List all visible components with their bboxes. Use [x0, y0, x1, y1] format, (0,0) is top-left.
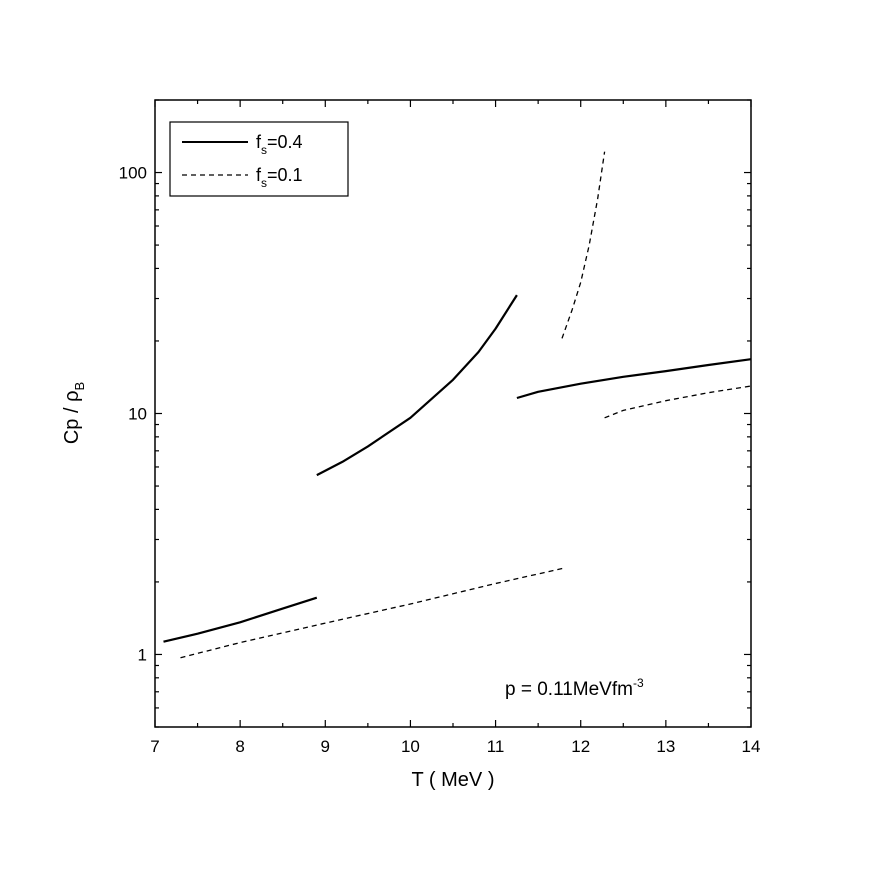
x-tick-label: 14	[742, 737, 761, 756]
axis-ticks	[154, 99, 752, 728]
series-lines	[163, 151, 752, 659]
x-tick-label: 12	[571, 737, 590, 756]
y-tick-label: 100	[119, 164, 147, 183]
pressure-annotation: p = 0.11MeVfm-3	[505, 676, 644, 700]
legend-label-fs04: fs=0.4	[256, 132, 303, 157]
x-tick-label: 7	[150, 737, 159, 756]
pressure-annotation-main: p = 0.11MeVfm	[505, 679, 633, 700]
legend-label-fs01-main: f	[256, 165, 262, 185]
legend-label-fs01-sub: s	[261, 176, 267, 190]
legend: fs=0.4 fs=0.1	[169, 121, 349, 197]
series-1-segment-1	[163, 596, 318, 643]
y-axis-label: Cp / ρB	[61, 382, 87, 444]
series-1-segment-2	[316, 294, 518, 477]
x-tick-label: 11	[487, 737, 505, 756]
legend-box	[169, 121, 349, 197]
series-2-segment-3	[604, 385, 752, 419]
x-tick-label: 10	[401, 737, 420, 756]
x-tick-label: 13	[656, 737, 675, 756]
legend-label-fs04-sub: s	[261, 143, 267, 157]
y-tick-label: 1	[138, 645, 147, 664]
y-axis-label-sub: B	[72, 382, 87, 391]
x-tick-label: 9	[321, 737, 330, 756]
y-axis-label-main: Cp / ρ	[61, 391, 83, 445]
x-tick-label: 8	[235, 737, 244, 756]
x-axis-label: T ( MeV )	[412, 769, 495, 791]
series-1-segment-3	[516, 358, 752, 400]
legend-label-fs04-rest: =0.4	[267, 132, 303, 152]
tick-labels: 7 8 9 10 11 12 13 14 1 10 100	[119, 164, 761, 756]
pressure-annotation-sup: -3	[633, 676, 644, 690]
legend-label-fs04-main: f	[256, 132, 262, 152]
legend-label-fs01: fs=0.1	[256, 165, 303, 190]
series-2-segment-1	[180, 567, 564, 659]
series-2-segment-2	[561, 151, 606, 339]
y-tick-label: 10	[128, 405, 147, 424]
legend-label-fs01-rest: =0.1	[267, 165, 303, 185]
